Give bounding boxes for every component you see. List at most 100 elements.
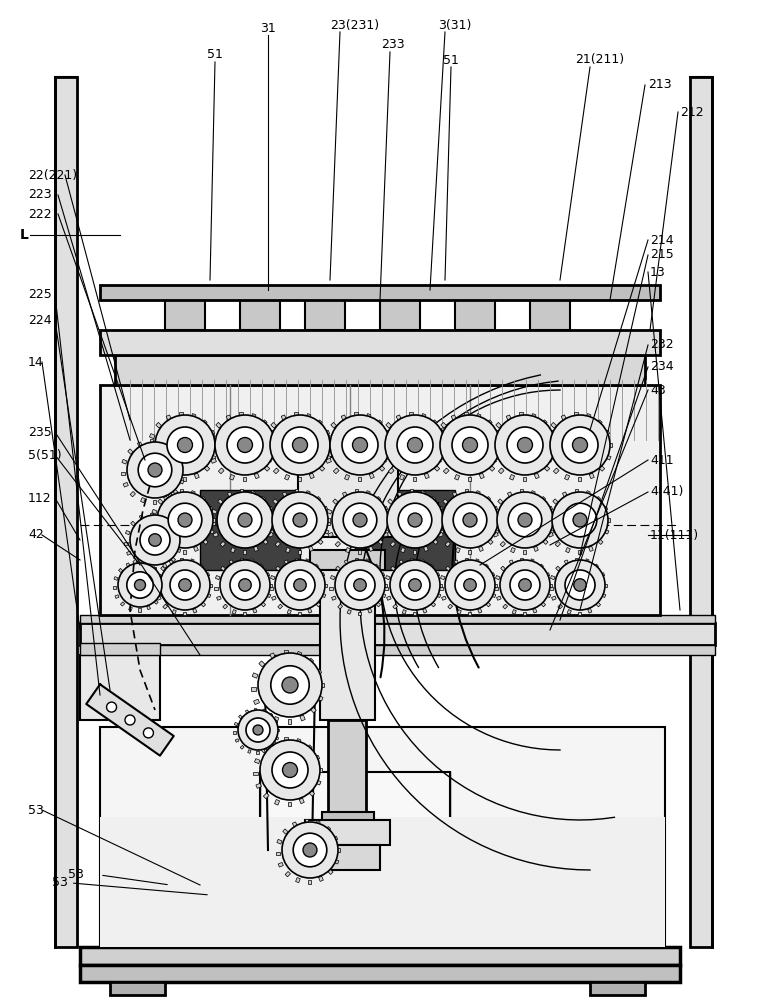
Text: 234: 234 xyxy=(650,360,674,373)
Bar xyxy=(596,602,601,607)
Bar xyxy=(431,602,435,607)
Bar xyxy=(283,829,288,834)
Bar xyxy=(292,822,297,827)
Bar xyxy=(455,300,495,330)
Circle shape xyxy=(353,438,367,452)
Text: 4(41): 4(41) xyxy=(650,486,683,498)
Bar xyxy=(562,492,567,497)
Bar xyxy=(113,586,116,589)
Circle shape xyxy=(464,579,477,591)
Bar xyxy=(436,522,440,525)
Bar xyxy=(519,412,522,417)
Text: 223: 223 xyxy=(28,188,51,202)
Bar xyxy=(243,477,246,481)
Bar xyxy=(261,747,266,753)
Bar xyxy=(200,602,206,607)
Circle shape xyxy=(452,427,488,463)
Bar xyxy=(493,506,498,511)
Bar xyxy=(138,608,141,612)
Circle shape xyxy=(239,579,251,591)
Bar xyxy=(425,473,429,479)
Bar xyxy=(115,355,645,385)
Bar xyxy=(500,541,506,547)
Bar xyxy=(548,506,552,511)
Bar xyxy=(275,566,281,571)
Bar xyxy=(250,559,254,563)
Bar xyxy=(346,548,350,553)
Bar xyxy=(519,489,523,494)
Bar xyxy=(413,612,416,615)
Bar xyxy=(210,455,216,460)
Bar xyxy=(183,477,187,481)
Bar xyxy=(381,522,385,525)
Circle shape xyxy=(330,415,390,475)
Bar xyxy=(522,477,526,481)
Bar xyxy=(200,497,206,502)
Bar xyxy=(234,722,238,726)
Bar xyxy=(594,564,598,569)
Bar xyxy=(100,817,665,947)
Bar xyxy=(270,653,275,659)
Bar xyxy=(324,529,329,534)
Bar xyxy=(392,604,398,609)
Bar xyxy=(488,539,493,544)
Bar xyxy=(320,683,324,687)
Bar xyxy=(306,414,311,419)
Bar xyxy=(269,532,273,537)
Bar xyxy=(211,458,216,463)
Bar xyxy=(369,546,373,551)
Bar xyxy=(305,820,390,845)
Bar xyxy=(80,947,680,965)
Text: 215: 215 xyxy=(650,248,674,261)
Bar xyxy=(443,499,448,504)
Bar xyxy=(490,522,495,525)
Bar xyxy=(590,982,645,995)
Text: L: L xyxy=(20,228,29,242)
Circle shape xyxy=(293,513,307,527)
Bar xyxy=(125,530,130,535)
Bar xyxy=(490,434,495,439)
Bar xyxy=(275,800,279,805)
Bar xyxy=(327,509,332,514)
Bar xyxy=(553,468,559,474)
Bar xyxy=(421,491,425,496)
Circle shape xyxy=(345,570,375,600)
Bar xyxy=(147,606,151,610)
Bar xyxy=(164,496,168,501)
Circle shape xyxy=(574,579,586,591)
Bar xyxy=(243,611,246,615)
Bar xyxy=(547,509,552,514)
Bar xyxy=(468,612,471,615)
Bar xyxy=(546,593,551,598)
Circle shape xyxy=(343,503,377,537)
Circle shape xyxy=(353,579,366,591)
Bar xyxy=(123,482,129,487)
Bar xyxy=(451,415,456,420)
Bar xyxy=(308,658,314,664)
Bar xyxy=(378,447,382,450)
Bar xyxy=(250,491,256,496)
Bar xyxy=(550,575,555,580)
Bar xyxy=(262,539,268,544)
Bar xyxy=(216,422,222,428)
Bar xyxy=(490,573,495,577)
Bar xyxy=(446,566,451,571)
Bar xyxy=(336,566,340,571)
Text: 224: 224 xyxy=(28,314,51,326)
Circle shape xyxy=(385,415,445,475)
Bar xyxy=(171,447,176,452)
Bar xyxy=(154,600,158,604)
Bar xyxy=(203,539,208,544)
Bar xyxy=(284,737,288,742)
Bar xyxy=(555,566,561,571)
Bar xyxy=(553,499,558,504)
Bar xyxy=(139,515,144,520)
Bar xyxy=(376,420,382,426)
Bar xyxy=(465,558,468,562)
Bar xyxy=(326,522,330,525)
Bar xyxy=(239,412,243,417)
Bar xyxy=(165,300,205,330)
Bar xyxy=(153,532,158,537)
Circle shape xyxy=(143,728,154,738)
Circle shape xyxy=(168,503,202,537)
